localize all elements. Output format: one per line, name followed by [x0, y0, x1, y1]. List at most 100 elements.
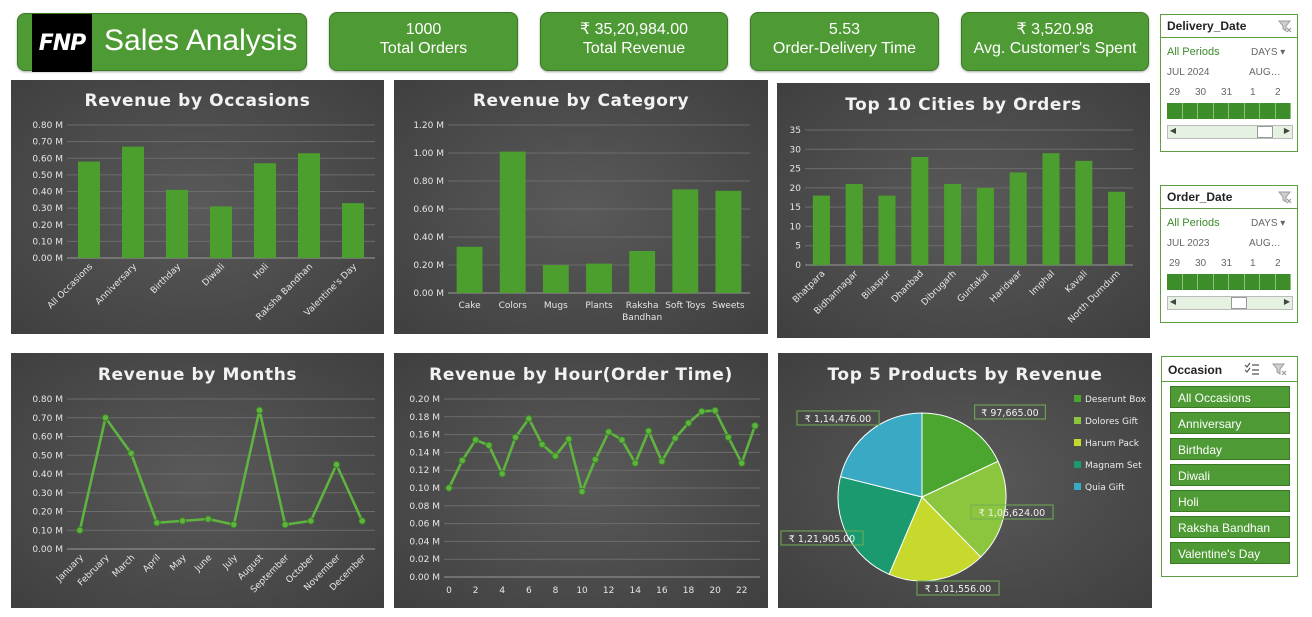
x-tick-label: March: [111, 553, 137, 579]
data-point: [578, 487, 586, 496]
y-tick-label: 30: [790, 145, 802, 155]
scroll-left-icon[interactable]: ◀: [1169, 297, 1177, 306]
day-label: 2: [1275, 258, 1281, 269]
data-point: [724, 433, 733, 441]
data-label-box: [974, 404, 1046, 420]
scroll-left-icon[interactable]: ◀: [1169, 126, 1177, 135]
data-point: [551, 452, 560, 460]
data-label: ₹ 1,01,556.00: [925, 584, 991, 595]
y-tick-label: 0.20 M: [413, 261, 444, 271]
clear-filter-icon[interactable]: [1278, 190, 1292, 204]
chart-title: Revenue by Occasions: [85, 91, 311, 111]
data-point: [101, 414, 110, 422]
bar: [342, 203, 364, 258]
data-point: [127, 449, 135, 458]
y-tick-label: 0.40 M: [413, 233, 444, 243]
timeline-bar[interactable]: [1167, 103, 1291, 119]
y-tick-label: 0.70 M: [32, 138, 63, 148]
legend-entry: Dolores Gift: [1085, 417, 1139, 427]
month-label: AUG…: [1249, 67, 1281, 78]
delivery-date-slicer[interactable]: Delivery_Date All Periods DAYS ▾ JUL 202…: [1160, 14, 1298, 152]
x-tick-label: Mugs: [544, 301, 568, 311]
legend-swatch: [1074, 483, 1081, 490]
timeline-bar[interactable]: [1167, 274, 1291, 290]
page-title: Sales Analysis: [104, 24, 298, 57]
multi-select-icon[interactable]: [1244, 362, 1260, 376]
period-selector[interactable]: All Periods: [1167, 46, 1220, 58]
hours-chart-svg: Revenue by Hour(Order Time) 0.00 M 0.02 M 0…: [409, 365, 760, 596]
x-tick-label: 22: [736, 586, 747, 596]
data-label-box: [796, 410, 880, 426]
y-tick-label: 0.80 M: [32, 121, 63, 131]
legend-swatch: [1074, 439, 1081, 446]
scroll-right-icon[interactable]: ▶: [1283, 297, 1291, 306]
kpi-avg-spent: ₹ 3,520.98 Avg. Customer's Spent: [961, 12, 1149, 71]
legend-entry: Magnam Set: [1085, 461, 1142, 471]
chart-title: Revenue by Category: [473, 91, 689, 111]
data-point: [591, 455, 600, 464]
data-label: ₹ 1,14,476.00: [805, 414, 871, 425]
day-label: 30: [1195, 258, 1207, 269]
bar: [629, 251, 656, 293]
y-tick-label: 0: [795, 261, 801, 271]
bar: [911, 157, 929, 265]
data-point: [711, 406, 719, 415]
period-selector[interactable]: All Periods: [1167, 217, 1220, 229]
bar: [878, 195, 896, 265]
level-label: DAYS: [1251, 218, 1278, 229]
data-point: [255, 406, 264, 414]
x-tick-label: Colors: [499, 301, 527, 311]
data-point: [618, 436, 626, 444]
kpi-total-revenue: ₹ 35,20,984.00 Total Revenue: [540, 12, 728, 71]
month-label: AUG…: [1249, 238, 1281, 249]
occasion-item-diwali[interactable]: Diwali: [1170, 464, 1290, 486]
scroll-thumb[interactable]: [1230, 297, 1247, 309]
data-point: [604, 428, 613, 436]
level-selector[interactable]: DAYS ▾: [1251, 47, 1285, 58]
y-tick-label: 5: [795, 242, 801, 252]
occasion-item-raksha-bandhan[interactable]: Raksha Bandhan: [1170, 516, 1290, 538]
chart-revenue-by-months: Revenue by Months 0.00 M 0.10 M 0.20 M 0.30 …: [11, 353, 384, 608]
legend-swatch: [1074, 395, 1081, 402]
y-tick-label: 0.70 M: [32, 414, 63, 424]
occasion-item-anniversary[interactable]: Anniversary: [1170, 412, 1290, 434]
data-point: [737, 459, 746, 467]
occasion-item-valentines-day[interactable]: Valentine's Day: [1170, 542, 1290, 564]
x-tick-label: 6: [526, 586, 532, 596]
y-tick-label: 0.30 M: [32, 204, 63, 214]
y-tick-label: 0.10 M: [32, 237, 63, 247]
data-label: ₹ 1,06,624.00: [979, 508, 1045, 519]
occasion-slicer[interactable]: Occasion All Occasions Anniversary Birth…: [1161, 356, 1298, 577]
month-label: JUL 2023: [1167, 238, 1210, 249]
level-selector[interactable]: DAYS ▾: [1251, 218, 1285, 229]
scroll-thumb[interactable]: [1257, 126, 1274, 138]
clear-filter-icon[interactable]: [1278, 19, 1292, 33]
x-tick-label: Bilaspur: [860, 269, 893, 302]
occasion-item-birthday[interactable]: Birthday: [1170, 438, 1290, 460]
occasion-item-holi[interactable]: Holi: [1170, 490, 1290, 512]
timeline-scrollbar[interactable]: ◀ ▶: [1167, 296, 1293, 310]
timeline-scrollbar[interactable]: ◀ ▶: [1167, 125, 1293, 139]
data-point: [178, 517, 187, 525]
x-tick-label: 4: [499, 586, 505, 596]
y-tick-label: 0.30 M: [32, 489, 63, 499]
order-date-slicer[interactable]: Order_Date All Periods DAYS ▾ JUL 2023 A…: [1160, 185, 1298, 323]
bar: [456, 246, 483, 293]
y-tick-label: 1.20 M: [413, 121, 444, 131]
y-tick-label: 0.40 M: [32, 188, 63, 198]
data-point: [511, 433, 520, 441]
data-point: [538, 440, 546, 449]
slicer-title: Order_Date: [1167, 190, 1233, 204]
y-tick-label: 0.60 M: [413, 205, 444, 215]
data-point: [525, 414, 533, 423]
occasion-item-all[interactable]: All Occasions: [1170, 386, 1290, 408]
scroll-right-icon[interactable]: ▶: [1283, 126, 1291, 135]
data-point: [358, 517, 366, 525]
chevron-down-icon: ▾: [1280, 47, 1286, 58]
data-point: [671, 434, 679, 442]
data-point: [204, 515, 212, 523]
clear-filter-icon[interactable]: [1272, 362, 1288, 376]
series-line: [78, 408, 364, 531]
x-tick-label: Cake: [458, 301, 481, 311]
slicer-divider: [1161, 208, 1297, 209]
